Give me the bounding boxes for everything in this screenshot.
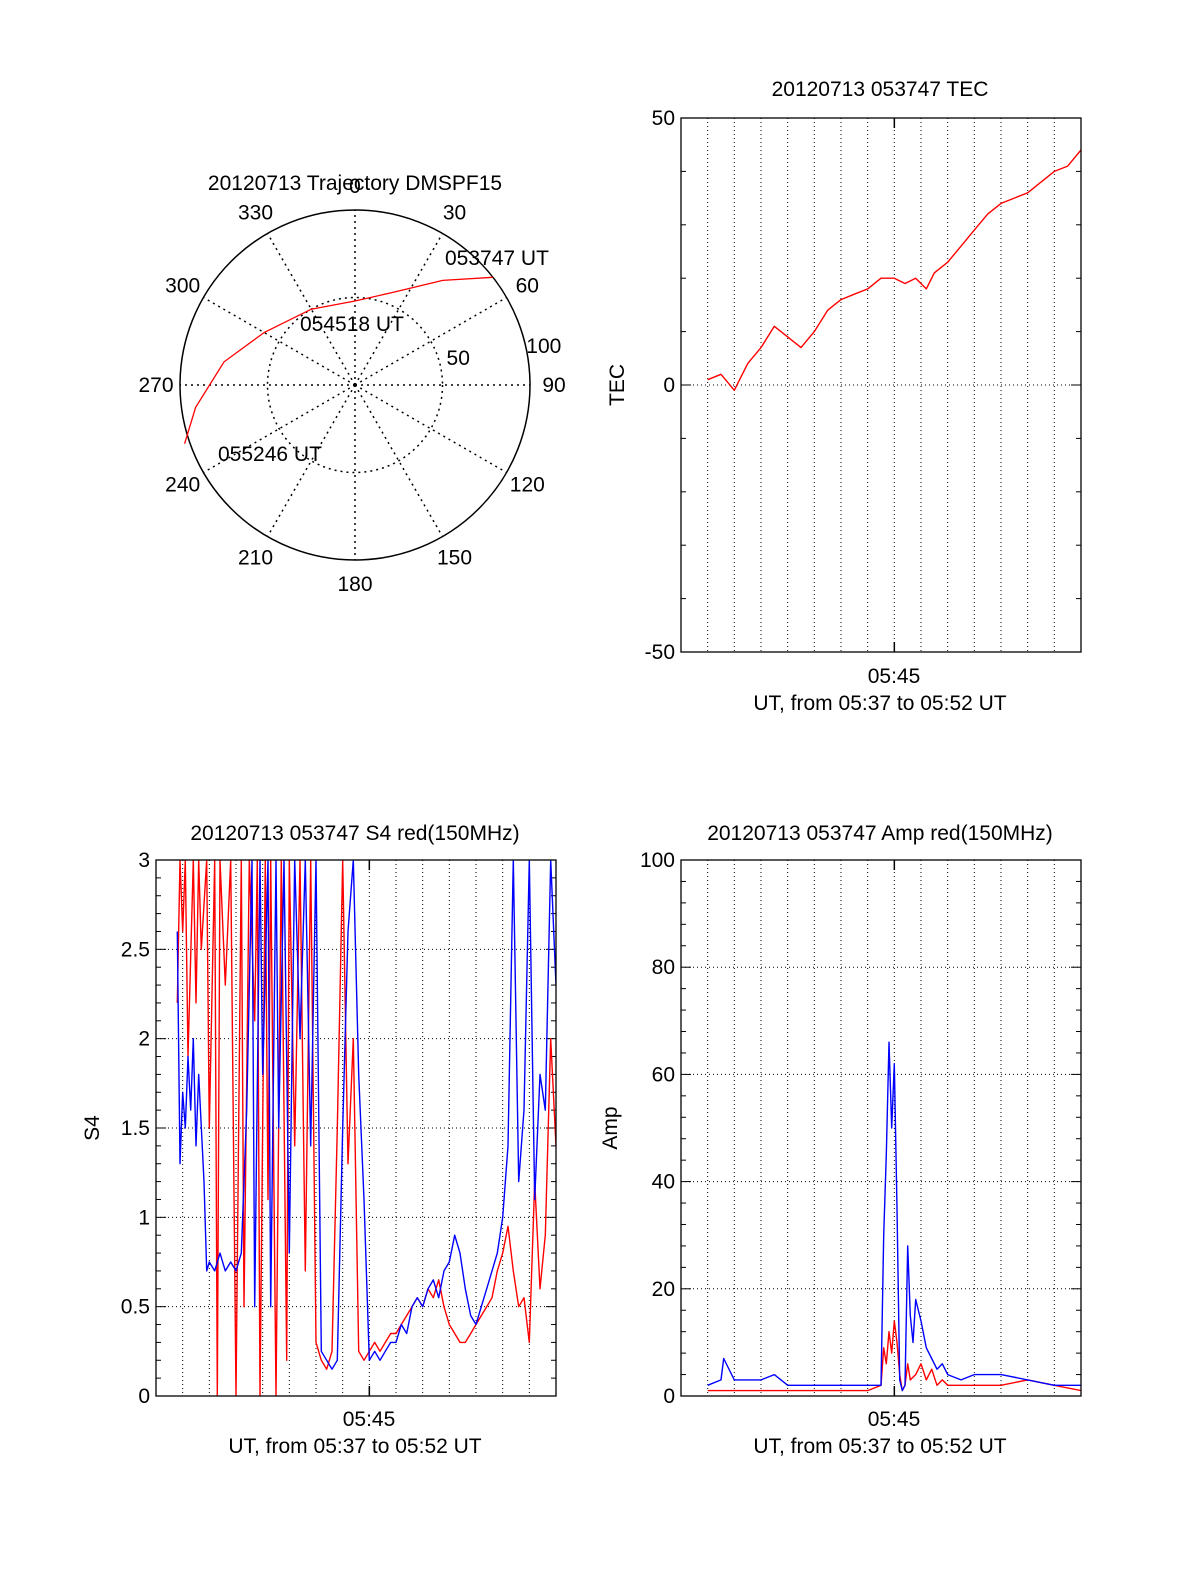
polar-spoke [354, 233, 444, 386]
polar-azimuth-label: 300 [165, 275, 200, 298]
amp-y-tick-label: 40 [652, 1171, 675, 1194]
s4-x-tick-label: 05:45 [343, 1408, 396, 1431]
polar-spoke [266, 384, 356, 537]
polar-radial-label: 100 [526, 335, 561, 358]
tec-x-tick-label: 05:45 [868, 665, 921, 688]
s4-series-line [176, 860, 556, 1396]
polar-trajectory-panel: 20120713 Trajectory DMSPF15 0 30 60 90 120 15… [138, 172, 565, 596]
polar-time-annotation: 054518 UT [300, 313, 404, 336]
s4-panel: 20120713 053747 S4 red(150MHz) S4 05:45 … [81, 822, 557, 1458]
polar-azimuth-label: 0 [349, 175, 361, 198]
polar-azimuth-label: 60 [516, 275, 539, 298]
tec-y-tick-label: -50 [645, 641, 675, 664]
amp-panel: 20120713 053747 Amp red(150MHz) Amp 05:4… [599, 822, 1082, 1458]
amp-series-line [707, 1041, 1081, 1392]
amp-x-tick-label: 05:45 [868, 1408, 921, 1431]
s4-series-line [176, 860, 556, 1370]
polar-spoke [354, 296, 507, 386]
s4-y-tick-label: 3 [138, 849, 150, 872]
polar-azimuth-label: 240 [165, 474, 200, 497]
tec-title: 20120713 053747 TEC [772, 78, 989, 101]
amp-ylabel: Amp [599, 1106, 622, 1149]
polar-spoke [203, 384, 356, 474]
s4-title: 20120713 053747 S4 red(150MHz) [190, 822, 519, 845]
amp-plot-frame [680, 859, 1082, 1397]
polar-trajectory-line [183, 276, 493, 444]
polar-outer-circle [179, 209, 531, 561]
polar-spoke [354, 384, 507, 474]
polar-spoke [203, 296, 356, 386]
s4-plot-frame [155, 859, 557, 1397]
amp-title: 20120713 053747 Amp red(150MHz) [707, 822, 1053, 845]
tec-plot-frame [680, 117, 1082, 653]
polar-azimuth-label: 270 [138, 374, 173, 397]
amp-y-tick-label: 100 [640, 849, 675, 872]
tec-ylabel: TEC [606, 364, 629, 406]
s4-y-tick-label: 1 [138, 1206, 150, 1229]
polar-azimuth-label: 330 [238, 202, 273, 225]
amp-y-tick-label: 60 [652, 1063, 675, 1086]
tec-panel: 20120713 053747 TEC TEC 05:45 UT, from 0… [606, 78, 1082, 715]
polar-title: 20120713 Trajectory DMSPF15 [208, 172, 502, 195]
tec-xlabel: UT, from 05:37 to 05:52 UT [753, 692, 1006, 715]
tec-y-tick-label: 50 [652, 107, 675, 130]
s4-y-tick-label: 2 [138, 1028, 150, 1051]
polar-azimuth-label: 90 [542, 374, 565, 397]
amp-y-tick-label: 80 [652, 956, 675, 979]
s4-y-tick-label: 2.5 [121, 938, 150, 961]
s4-xlabel: UT, from 05:37 to 05:52 UT [228, 1435, 481, 1458]
polar-radial-label: 50 [447, 347, 470, 370]
polar-azimuth-label: 180 [337, 573, 372, 596]
s4-y-tick-label: 0 [138, 1385, 150, 1408]
tec-y-tick-label: 0 [663, 374, 675, 397]
s4-y-tick-label: 1.5 [121, 1117, 150, 1140]
s4-ylabel: S4 [81, 1115, 104, 1141]
amp-y-tick-label: 20 [652, 1278, 675, 1301]
s4-y-tick-label: 0.5 [121, 1296, 150, 1319]
polar-azimuth-label: 30 [443, 202, 466, 225]
polar-time-annotation: 053747 UT [445, 247, 549, 270]
polar-spoke [354, 384, 444, 537]
polar-azimuth-label: 120 [510, 474, 545, 497]
amp-y-tick-label: 0 [663, 1385, 675, 1408]
polar-azimuth-label: 150 [437, 546, 472, 569]
amp-xlabel: UT, from 05:37 to 05:52 UT [753, 1435, 1006, 1458]
polar-grid-circle-50 [266, 296, 444, 474]
polar-azimuth-label: 210 [238, 546, 273, 569]
polar-time-annotation: 055246 UT [218, 443, 322, 466]
polar-spoke [266, 233, 356, 386]
tec-series-line [707, 149, 1081, 391]
